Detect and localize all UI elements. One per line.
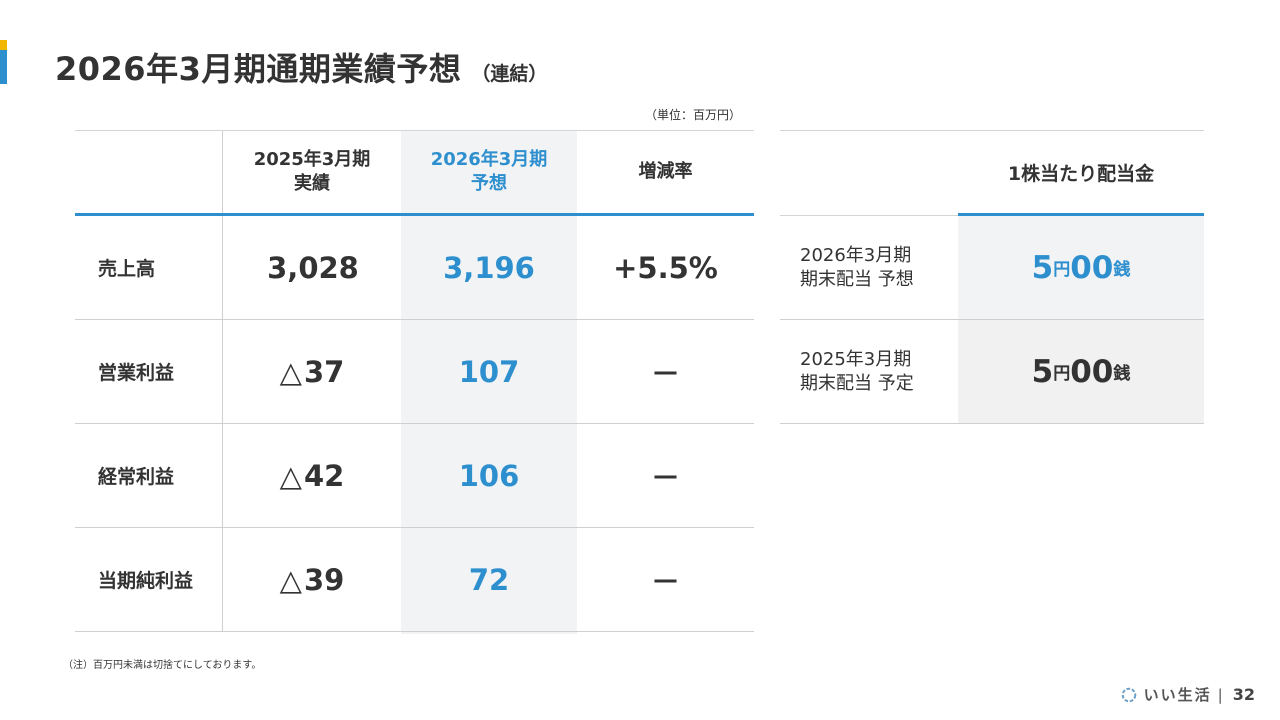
forecast-value: 106 [458, 458, 520, 493]
title-accent-bar [0, 40, 7, 84]
dividend-row: 2026年3月期 期末配当 予想 5 円 00 銭 [780, 216, 1204, 320]
page-title: 2026年3月期通期業績予想 [55, 50, 462, 88]
dividend-sen: 00 [1070, 249, 1114, 286]
header-blank [75, 131, 223, 213]
dividend-value: 5 円 00 銭 [958, 320, 1204, 423]
page-title-area: 2026年3月期通期業績予想 （連結） [55, 44, 547, 90]
header-forecast: 2026年3月期 予想 [401, 131, 577, 213]
prev-value: 3,028 [223, 216, 401, 319]
header-prev-year: 2025年3月期 実績 [223, 131, 401, 213]
prev-value: △ 39 [223, 528, 401, 631]
brand-name: いい生活 [1143, 686, 1212, 704]
header-prev-year-line1: 2025年3月期 [253, 149, 371, 170]
dividend-row: 2025年3月期 期末配当 予定 5 円 00 銭 [780, 320, 1204, 424]
table-header-row: 2025年3月期 実績 2026年3月期 予想 増減率 [75, 130, 754, 216]
unit-note: （単位：百万円） [645, 108, 742, 122]
accent-blue [0, 50, 7, 84]
prev-number: 37 [303, 354, 345, 389]
row-label: 営業利益 [75, 320, 223, 423]
dividend-label-line2: 期末配当 予想 [800, 268, 914, 290]
dividend-header-row: 1株当たり配当金 [780, 130, 1204, 216]
footer: いい生活 | 32 [1120, 684, 1255, 705]
dividend-table: 1株当たり配当金 2026年3月期 期末配当 予想 5 円 00 銭 2025年3月期… [780, 130, 1204, 424]
header-change-rate: 増減率 [577, 131, 754, 213]
footer-separator: | [1217, 685, 1223, 704]
dividend-title: 1株当たり配当金 [958, 131, 1204, 216]
negative-mark: △ [279, 354, 302, 389]
dividend-label-line2: 期末配当 予定 [800, 372, 914, 394]
table-row: 営業利益 △ 37 107 － [75, 320, 754, 424]
dividend-sen-unit: 銭 [1113, 260, 1131, 280]
header-change-rate-label: 増減率 [638, 161, 693, 182]
dividend-label-line1: 2026年3月期 [800, 244, 912, 266]
page-subtitle: （連結） [471, 63, 548, 85]
table-row: 経常利益 △ 42 106 － [75, 424, 754, 528]
change-value: － [650, 460, 680, 495]
dividend-value: 5 円 00 銭 [958, 216, 1204, 319]
dividend-yen: 5 [1031, 249, 1054, 286]
prev-number: 3,028 [267, 250, 359, 285]
page-number: 32 [1232, 685, 1255, 704]
dividend-yen-unit: 円 [1053, 260, 1071, 280]
header-forecast-line1: 2026年3月期 [430, 149, 548, 170]
table-row: 売上高 3,028 3,196 +5.5% [75, 216, 754, 320]
dividend-yen: 5 [1031, 353, 1054, 390]
change-value: － [650, 356, 680, 391]
dividend-header-blank [780, 131, 958, 216]
header-prev-year-line2: 実績 [294, 173, 330, 194]
row-label: 売上高 [75, 216, 223, 319]
change-value: － [650, 564, 680, 599]
header-forecast-line2: 予想 [471, 173, 507, 194]
company-logo-icon [1121, 687, 1136, 702]
forecast-value: 72 [468, 562, 510, 597]
dividend-label-line1: 2025年3月期 [800, 348, 912, 370]
prev-value: △ 42 [223, 424, 401, 527]
prev-number: 39 [303, 562, 345, 597]
forecast-value: 107 [458, 354, 520, 389]
row-label: 当期純利益 [75, 528, 223, 631]
dividend-sen-unit: 銭 [1113, 364, 1131, 384]
change-value: +5.5% [613, 250, 718, 285]
prev-value: △ 37 [223, 320, 401, 423]
footnote: （注）百万円未満は切捨てにしております。 [63, 660, 262, 671]
table-row: 当期純利益 △ 39 72 － [75, 528, 754, 632]
prev-number: 42 [303, 458, 345, 493]
negative-mark: △ [279, 562, 302, 597]
dividend-row-label: 2026年3月期 期末配当 予想 [780, 216, 958, 319]
forecast-table: 2025年3月期 実績 2026年3月期 予想 増減率 売上高 3,028 3,… [75, 130, 754, 634]
dividend-row-label: 2025年3月期 期末配当 予定 [780, 320, 958, 423]
dividend-sen: 00 [1070, 353, 1114, 390]
forecast-value: 3,196 [443, 250, 535, 285]
row-label: 経常利益 [75, 424, 223, 527]
dividend-yen-unit: 円 [1053, 364, 1071, 384]
negative-mark: △ [279, 458, 302, 493]
accent-yellow [0, 40, 7, 50]
